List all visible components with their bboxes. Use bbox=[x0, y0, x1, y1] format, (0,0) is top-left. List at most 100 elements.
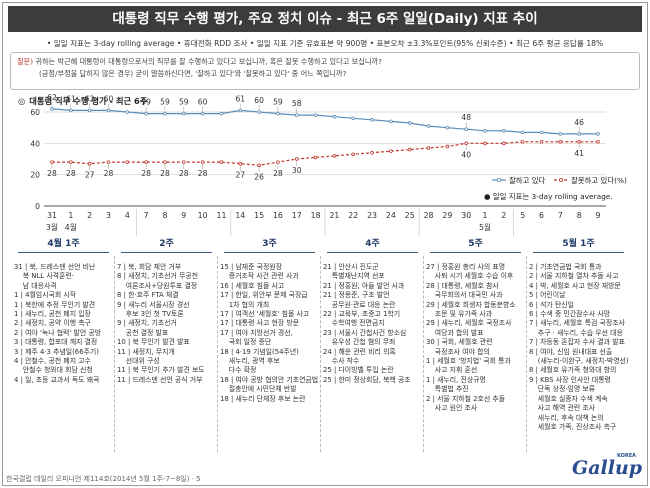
issue-item: 사고 지휘 혼선 bbox=[426, 366, 478, 375]
x-tick-label: 8 bbox=[577, 211, 582, 220]
issue-item: 16 | 세월호 침몰 사고 bbox=[220, 281, 285, 290]
issue-item: 1차 협의 개최 bbox=[220, 300, 270, 309]
series-line-approve bbox=[51, 108, 598, 135]
data-point bbox=[426, 124, 431, 128]
issue-item: 9 | KBS 사장 인사안 대통령 bbox=[529, 375, 611, 384]
data-label: 28 bbox=[273, 169, 283, 178]
data-point bbox=[558, 139, 563, 144]
data-point bbox=[87, 161, 92, 166]
data-point bbox=[276, 111, 280, 116]
data-label: 62 bbox=[85, 94, 95, 103]
y-tick-label: 60 bbox=[30, 108, 40, 117]
y-tick-label: 0 bbox=[35, 202, 40, 211]
data-point bbox=[163, 160, 167, 164]
data-point bbox=[50, 160, 54, 164]
issue-item: 7 | 차등동 혼잡자 수사 결과 발표 bbox=[529, 338, 625, 347]
issue-item: 새누리, 광역 후보 bbox=[220, 357, 280, 366]
x-tick-label: 3 bbox=[106, 211, 111, 220]
issue-item: 29 | 새누리, 세월호 국정조사 bbox=[426, 319, 512, 328]
data-label: 60 bbox=[254, 96, 264, 105]
issue-item: 8 | 새정치, 기초선거 무공천 bbox=[117, 272, 199, 281]
issue-item: 10 | 북 무인기 발견 발표 bbox=[117, 338, 190, 347]
issue-item: 6 | 석가 탄신일 bbox=[529, 300, 574, 309]
issue-item: 18 | 여야 공방 협의안 기초연금법 bbox=[220, 375, 319, 384]
issue-item: 2 | 서울 지하철 2호선 추돌 bbox=[426, 394, 506, 403]
data-label: 26 bbox=[254, 172, 264, 181]
issue-item: 단독 상정·임명 보류 bbox=[529, 385, 596, 394]
issue-item: 21 | 안산시 진도군 bbox=[323, 263, 379, 271]
issue-item: 4 | 박, 세월호 사고 현장 재방문 bbox=[529, 281, 621, 290]
issue-item: 유우성 간첩 혐의 무죄 bbox=[323, 338, 396, 347]
week-issue-list: 21 | 안산시 진도군 특별재난지역 선포 21 | 정홍원, 아들 발언 사과… bbox=[323, 263, 422, 385]
issue-item: 21 | 정홍원, 아들 발언 사과 bbox=[323, 281, 405, 290]
data-label: 40 bbox=[461, 150, 471, 159]
data-point bbox=[370, 118, 374, 122]
data-label: 59 bbox=[179, 98, 189, 107]
footer-source: 한국갤럽 데일리 오피니언 제114호(2014년 5월 1주-7~8일) · … bbox=[6, 475, 201, 483]
issue-item: 22 | 교육부, 초중고 1학기 bbox=[323, 310, 401, 319]
issue-item: 후보 3인 첫 TV토론 bbox=[117, 310, 184, 319]
column-separator bbox=[526, 256, 527, 452]
issue-item: 4 | 일, 초등 교과서 독도 왜곡 bbox=[14, 375, 100, 384]
issue-item: 세월호 가족, 진상조사 촉구 bbox=[529, 422, 617, 431]
issue-item: 1 | 세월호 '방지법' 국회 통과 bbox=[426, 357, 511, 366]
legend-note: ● 일일 지표는 3-day rolling average. bbox=[484, 192, 613, 201]
data-point bbox=[69, 108, 73, 113]
issue-item: 여당과 합의 발표 bbox=[426, 328, 484, 337]
data-label: 59 bbox=[160, 98, 170, 107]
data-label: 41 bbox=[574, 149, 584, 158]
x-month-label: 4월 bbox=[65, 222, 77, 232]
series-line-disapprove bbox=[52, 141, 598, 166]
issue-item: 8 | 한·호주 FTA 체결 bbox=[117, 291, 179, 300]
issue-item: 7 | 북, 회담 제안 거부 bbox=[117, 263, 182, 271]
question-box: 질문) 귀하는 박근혜 대통령이 대통령으로서의 직무를 잘 수행하고 있다고 … bbox=[10, 52, 640, 90]
issue-item: 국회 일정 중단 bbox=[220, 338, 272, 347]
issue-item: 증거조작 사건 관련 사과 bbox=[220, 272, 299, 281]
data-point bbox=[407, 121, 412, 125]
issue-item: 31 | 북, 드레스덴 선언 비난 bbox=[14, 263, 96, 271]
data-point bbox=[351, 116, 356, 121]
data-point bbox=[596, 132, 600, 136]
issue-item: 3 | 대통령, 합포대 깨지 결정 bbox=[14, 338, 98, 347]
data-label: 58 bbox=[292, 99, 302, 108]
legend-marker bbox=[496, 177, 501, 182]
data-point bbox=[106, 160, 111, 164]
data-point bbox=[351, 152, 356, 157]
issue-item: 1 | 4월임시국회 시작 bbox=[14, 291, 77, 300]
x-tick-label: 30 bbox=[461, 211, 471, 220]
x-tick-label: 16 bbox=[273, 211, 283, 220]
gallup-logo-korea: KOREA bbox=[617, 453, 637, 459]
data-label: 28 bbox=[198, 169, 208, 178]
data-label: 28 bbox=[160, 169, 170, 178]
x-tick-label: 22 bbox=[348, 211, 358, 220]
issue-item: 사퇴 시기 세월호 수습 이후 bbox=[426, 272, 514, 281]
issue-item: 안철수 청와대 회담 신청 bbox=[14, 366, 93, 375]
bullseye-icon: ◎ bbox=[18, 96, 26, 106]
issue-item: 7 | 새누리, 세월호 특검 국정조사 bbox=[529, 319, 625, 328]
data-point bbox=[483, 129, 487, 133]
data-point bbox=[50, 107, 54, 111]
report-title: 대통령 직무 수행 평가, 주요 정치 이슈 - 최근 6주 일일(Daily)… bbox=[8, 6, 642, 32]
issue-item: 27 | 정홍원 총리 사의 표명 bbox=[426, 263, 506, 271]
issue-item: 17 | 한일, 위안부 문제 국장급 bbox=[220, 291, 308, 300]
week-header: 5월 1주 bbox=[533, 239, 624, 253]
data-label: 27 bbox=[85, 171, 95, 180]
issue-item: 11 | 새정치, 무지개 bbox=[117, 347, 175, 356]
data-point bbox=[219, 111, 224, 116]
chart-title-text: 대통령 직무 수행 평가 - 최근 6주 bbox=[29, 96, 148, 106]
data-label: 61 bbox=[66, 94, 76, 103]
issue-item: 수사 착수 bbox=[323, 357, 360, 366]
question-label: 질문) bbox=[17, 57, 34, 66]
issue-item: 25 | 한미 정상회담, 북핵 공조 bbox=[323, 375, 411, 384]
issue-item: 8 | 세월호 유가족 청와대 항의 bbox=[529, 366, 617, 375]
issue-item: 15 | 남재준 국정원장 bbox=[220, 263, 283, 271]
x-tick-label: 2 bbox=[501, 211, 506, 220]
legend-marker bbox=[559, 177, 564, 182]
week-header: 4월 1주 bbox=[18, 239, 109, 253]
issue-item: 선대위 구성 bbox=[117, 357, 160, 366]
data-point bbox=[294, 157, 299, 161]
x-month-label: 5월 bbox=[479, 222, 491, 232]
issue-item: 24 | 해운 관련 비리 의혹 bbox=[323, 347, 396, 356]
data-point bbox=[313, 155, 318, 160]
